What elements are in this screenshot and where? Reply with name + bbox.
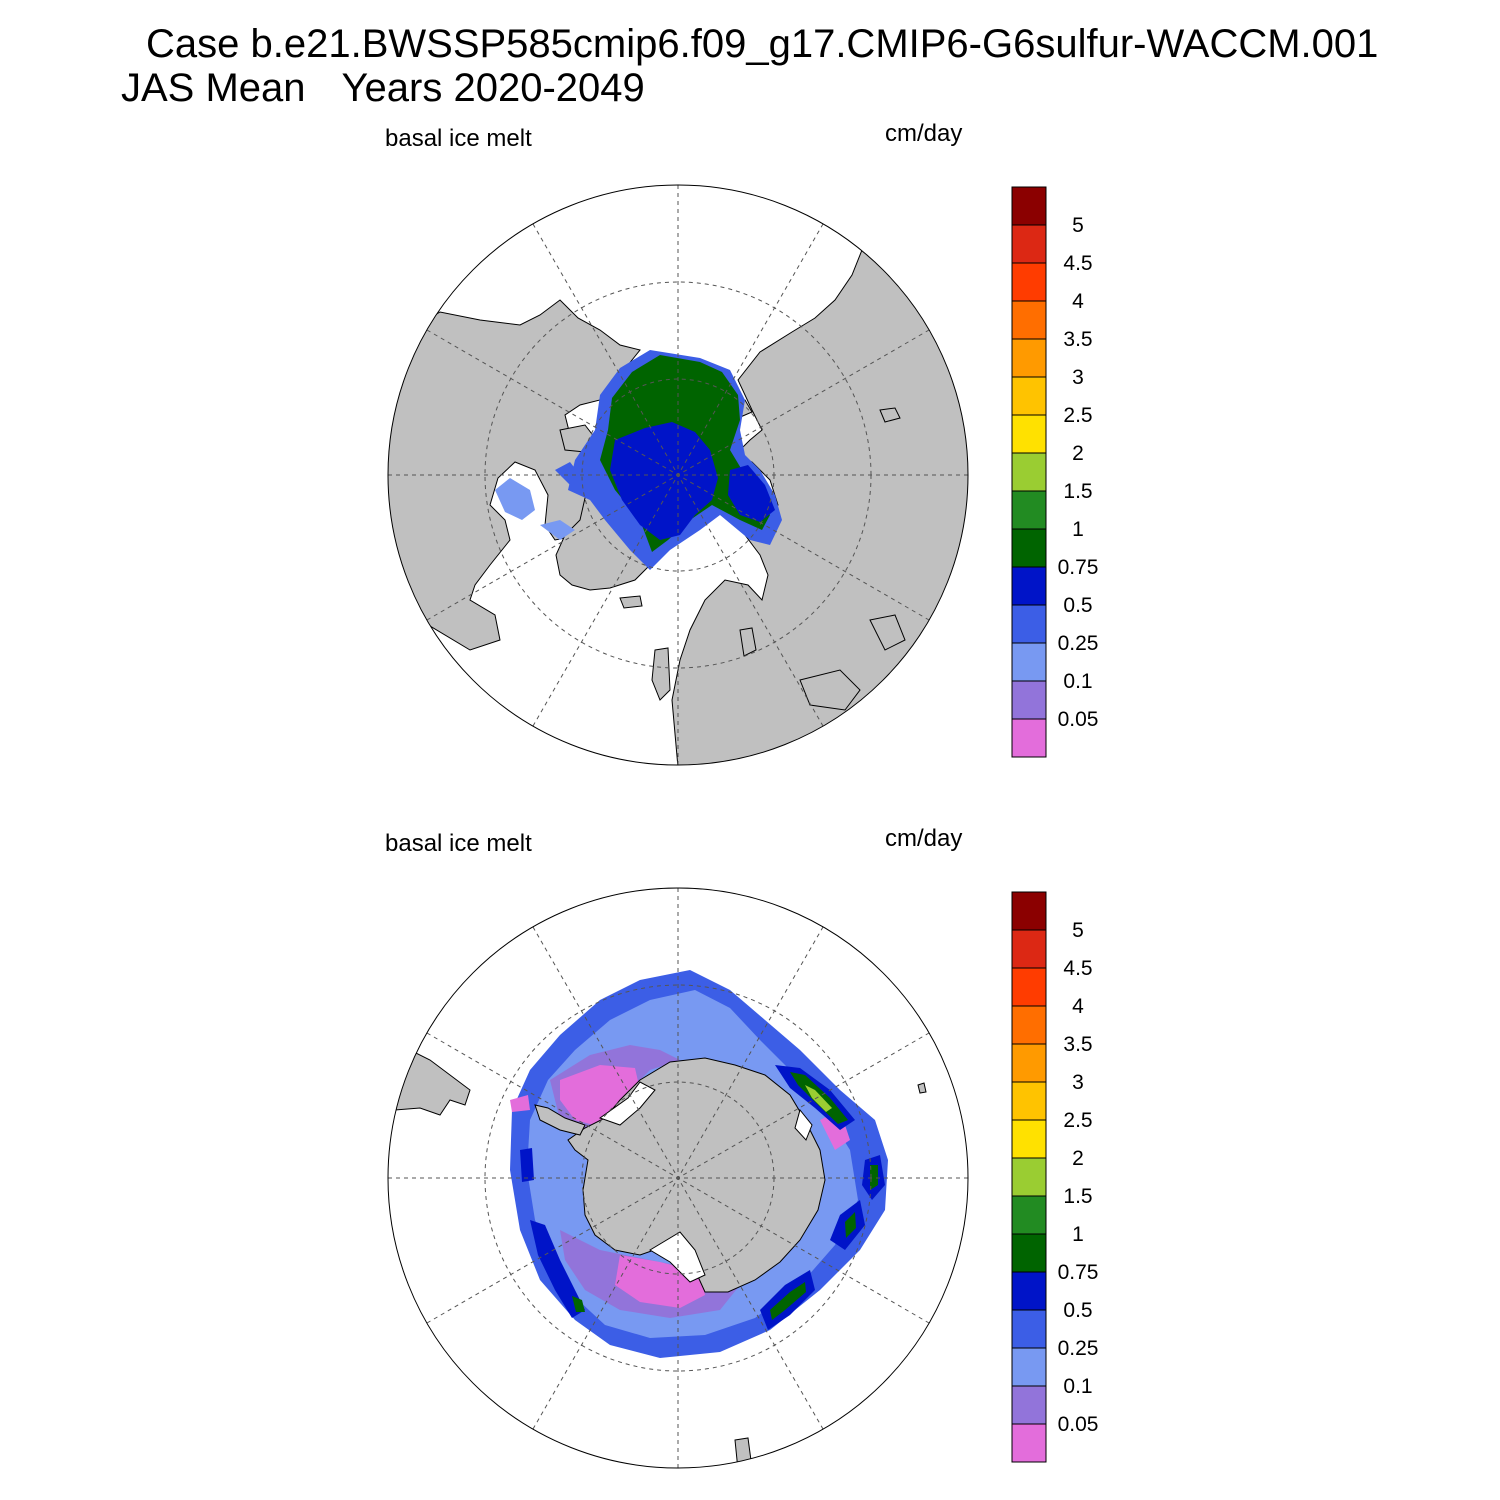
north-colorbar-box xyxy=(1011,604,1047,644)
north-colorbar-box xyxy=(1011,490,1047,530)
north-colorbar-box xyxy=(1011,414,1047,454)
north-colorbar-box xyxy=(1011,718,1047,758)
south-colorbar-box xyxy=(1011,891,1047,931)
south-colorbar-tick-label: 3 xyxy=(1072,1071,1084,1094)
south-colorbar-box xyxy=(1011,1233,1047,1273)
north-colorbar-tick-label: 3.5 xyxy=(1063,328,1092,351)
south-colorbar-tick-label: 0.1 xyxy=(1063,1375,1092,1398)
south-colorbar-tick-label: 2 xyxy=(1072,1147,1084,1170)
north-colorbar: 0.05 0.1 0.25 0.5 0.75 1 1.5 2 2.5 3 3.5 4 4.5 5 xyxy=(1011,186,1099,758)
south-colorbar-box xyxy=(1011,1385,1047,1425)
north-units-label: cm/day xyxy=(885,120,963,147)
south-colorbar-box xyxy=(1011,1271,1047,1311)
north-colorbar-box xyxy=(1011,642,1047,682)
north-colorbar-box xyxy=(1011,338,1047,378)
north-colorbar-tick-label: 2 xyxy=(1072,442,1084,465)
south-colorbar-tick-label: 0.75 xyxy=(1058,1261,1099,1284)
south-colorbar-tick-label: 2.5 xyxy=(1063,1109,1092,1132)
south-colorbar-tick-label: 0.5 xyxy=(1063,1299,1092,1322)
north-colorbar-tick-label: 1.5 xyxy=(1063,480,1092,503)
south-colorbar-box xyxy=(1011,967,1047,1007)
north-melt-band-010 xyxy=(495,478,535,520)
north-colorbar-box xyxy=(1011,566,1047,606)
north-colorbar-box xyxy=(1011,262,1047,302)
south-colorbar-box xyxy=(1011,1157,1047,1197)
north-colorbar-box xyxy=(1011,528,1047,568)
north-colorbar-tick-label: 3 xyxy=(1072,366,1084,389)
years-label: Years 2020-2049 xyxy=(341,66,645,110)
south-graticule xyxy=(388,888,968,1468)
south-colorbar-box xyxy=(1011,1119,1047,1159)
south-land-antarctica xyxy=(567,1057,826,1293)
south-colorbar-tick-label: 1.5 xyxy=(1063,1185,1092,1208)
north-colorbar-tick-label: 0.05 xyxy=(1058,708,1099,731)
north-colorbar-tick-label: 4.5 xyxy=(1063,252,1092,275)
north-melt-band-050b xyxy=(728,465,775,522)
north-variable-label: basal ice melt xyxy=(385,125,532,152)
south-colorbar-box xyxy=(1011,1309,1047,1349)
south-colorbar-box xyxy=(1011,1005,1047,1045)
north-polar-map xyxy=(387,184,969,766)
south-colorbar-tick-label: 0.25 xyxy=(1058,1337,1099,1360)
north-colorbar-box xyxy=(1011,186,1047,226)
case-title: Case b.e21.BWSSP585cmip6.f09_g17.CMIP6-G… xyxy=(146,22,1379,66)
south-colorbar-box xyxy=(1011,1081,1047,1121)
north-colorbar-box xyxy=(1011,680,1047,720)
south-colorbar-tick-label: 4.5 xyxy=(1063,957,1092,980)
north-colorbar-tick-label: 1 xyxy=(1072,518,1084,541)
south-colorbar-tick-label: 3.5 xyxy=(1063,1033,1092,1056)
north-colorbar-box xyxy=(1011,224,1047,264)
south-variable-label: basal ice melt xyxy=(385,830,532,857)
north-colorbar-box xyxy=(1011,376,1047,416)
north-colorbar-tick-label: 2.5 xyxy=(1063,404,1092,427)
south-colorbar-tick-label: 1 xyxy=(1072,1223,1084,1246)
north-colorbar-box xyxy=(1011,300,1047,340)
south-colorbar-box xyxy=(1011,1043,1047,1083)
south-colorbar-tick-label: 5 xyxy=(1072,919,1084,942)
south-polar-map xyxy=(387,887,969,1469)
north-graticule xyxy=(388,185,968,765)
north-colorbar-tick-label: 0.25 xyxy=(1058,632,1099,655)
south-colorbar-tick-label: 4 xyxy=(1072,995,1084,1018)
north-colorbar-tick-label: 4 xyxy=(1072,290,1084,313)
period-title: JAS Mean Years 2020-2049 xyxy=(121,66,645,110)
north-colorbar-tick-label: 0.75 xyxy=(1058,556,1099,579)
north-colorbar-box xyxy=(1011,452,1047,492)
south-colorbar-box xyxy=(1011,1423,1047,1463)
north-colorbar-tick-label: 0.1 xyxy=(1063,670,1092,693)
south-colorbar-box xyxy=(1011,1195,1047,1235)
north-colorbar-tick-label: 0.5 xyxy=(1063,594,1092,617)
south-colorbar: 0.05 0.1 0.25 0.5 0.75 1 1.5 2 2.5 3 3.5 4 4.5 5 xyxy=(1011,891,1099,1463)
south-units-label: cm/day xyxy=(885,825,963,852)
south-colorbar-box xyxy=(1011,1347,1047,1387)
south-colorbar-tick-label: 0.05 xyxy=(1058,1413,1099,1436)
south-colorbar-box xyxy=(1011,929,1047,969)
north-colorbar-tick-label: 5 xyxy=(1072,214,1084,237)
mean-label: JAS Mean xyxy=(121,66,306,110)
